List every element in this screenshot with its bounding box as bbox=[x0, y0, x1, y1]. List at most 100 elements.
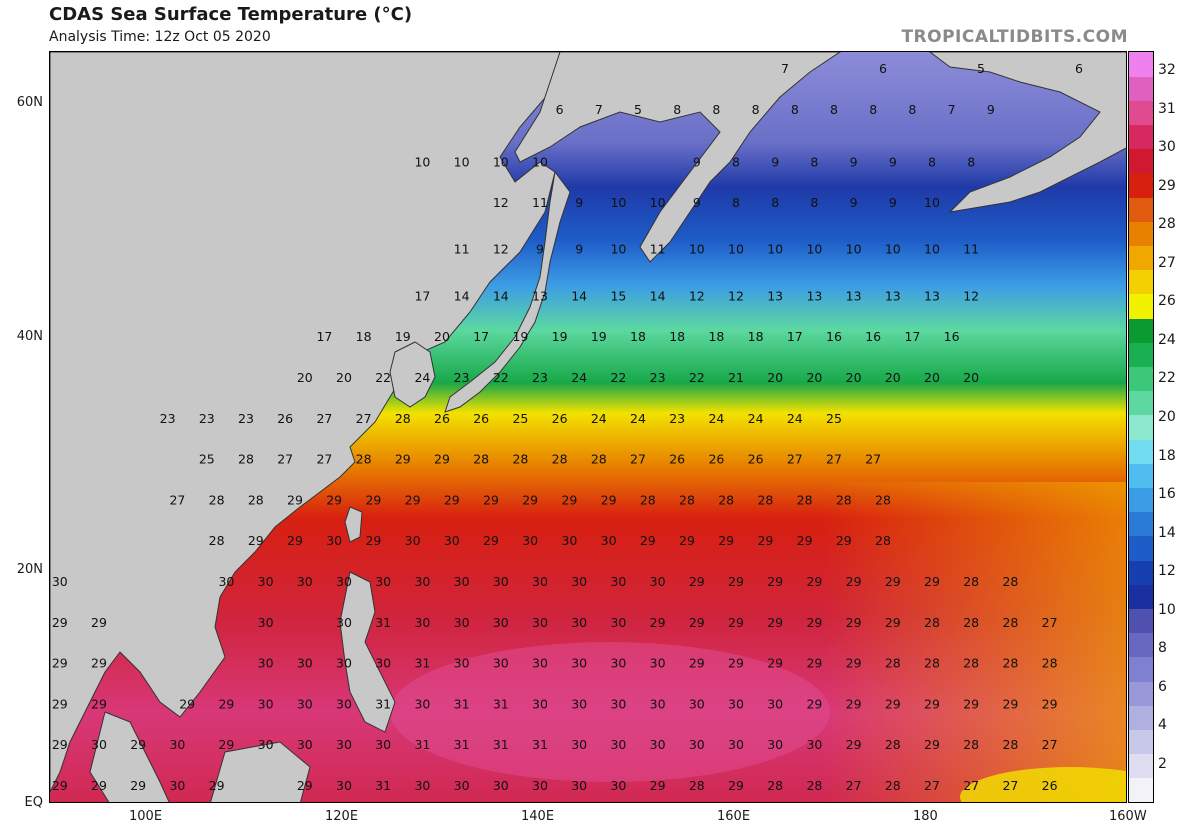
sst-value: 28 bbox=[875, 533, 891, 548]
sst-value: 27 bbox=[846, 778, 862, 793]
sst-value: 30 bbox=[414, 696, 430, 711]
sst-value: 30 bbox=[610, 574, 626, 589]
lat-label: 60N bbox=[16, 95, 43, 111]
sst-value: 27 bbox=[316, 452, 332, 467]
sst-value: 30 bbox=[767, 737, 783, 752]
sst-value: 29 bbox=[179, 696, 195, 711]
sst-value: 30 bbox=[218, 574, 234, 589]
sst-value: 29 bbox=[650, 778, 666, 793]
sst-value: 29 bbox=[52, 615, 68, 630]
color-scale-tick: 18 bbox=[1158, 447, 1176, 464]
sst-value: 31 bbox=[454, 696, 470, 711]
sst-value: 9 bbox=[575, 242, 583, 257]
sst-value: 28 bbox=[718, 492, 734, 507]
lat-label: 40N bbox=[16, 328, 43, 344]
color-scale-tick: 28 bbox=[1158, 216, 1176, 233]
sst-value: 23 bbox=[650, 370, 666, 385]
sst-value: 30 bbox=[493, 615, 509, 630]
sst-value: 8 bbox=[673, 102, 681, 117]
sst-value: 27 bbox=[826, 452, 842, 467]
sst-value: 26 bbox=[1042, 778, 1058, 793]
philippines-islands bbox=[339, 571, 396, 733]
sst-value: 29 bbox=[248, 533, 264, 548]
sst-value: 26 bbox=[748, 452, 764, 467]
sst-value: 30 bbox=[689, 737, 705, 752]
color-scale-segment bbox=[1129, 245, 1153, 271]
sst-value: 18 bbox=[630, 329, 646, 344]
sst-value: 25 bbox=[826, 411, 842, 426]
sst-value: 28 bbox=[797, 492, 813, 507]
color-scale-segment bbox=[1129, 414, 1153, 440]
sst-value: 28 bbox=[689, 778, 705, 793]
color-scale-segment bbox=[1129, 52, 1153, 77]
sst-value: 9 bbox=[693, 195, 701, 210]
sst-value: 28 bbox=[395, 411, 411, 426]
sst-value: 20 bbox=[767, 370, 783, 385]
sst-value: 23 bbox=[669, 411, 685, 426]
sst-value: 25 bbox=[199, 452, 215, 467]
sst-value: 8 bbox=[967, 154, 975, 169]
sst-value: 29 bbox=[561, 492, 577, 507]
sst-value: 22 bbox=[689, 370, 705, 385]
sst-value: 24 bbox=[787, 411, 803, 426]
sst-value: 28 bbox=[591, 452, 607, 467]
asia-landmass bbox=[50, 52, 561, 793]
sst-value: 26 bbox=[277, 411, 293, 426]
sst-value: 12 bbox=[728, 288, 744, 303]
color-scale-segment bbox=[1129, 390, 1153, 416]
sst-value: 31 bbox=[454, 737, 470, 752]
sst-value: 29 bbox=[963, 696, 979, 711]
sst-value: 8 bbox=[810, 195, 818, 210]
korea-peninsula bbox=[389, 341, 436, 408]
sst-value: 29 bbox=[483, 492, 499, 507]
sst-value: 19 bbox=[512, 329, 528, 344]
sst-value: 29 bbox=[91, 656, 107, 671]
sst-value: 29 bbox=[718, 533, 734, 548]
sst-value: 27 bbox=[1002, 778, 1018, 793]
sst-value: 8 bbox=[752, 102, 760, 117]
sst-value: 30 bbox=[297, 737, 313, 752]
sst-value: 27 bbox=[1042, 615, 1058, 630]
sst-value: 31 bbox=[414, 656, 430, 671]
sst-value: 17 bbox=[316, 329, 332, 344]
sst-value: 13 bbox=[806, 288, 822, 303]
sst-value: 22 bbox=[375, 370, 391, 385]
sst-value: 8 bbox=[830, 102, 838, 117]
color-scale-tick: 26 bbox=[1158, 293, 1176, 310]
sst-value: 5 bbox=[634, 102, 642, 117]
sst-value: 28 bbox=[885, 656, 901, 671]
sst-value: 30 bbox=[493, 656, 509, 671]
sst-value: 29 bbox=[650, 615, 666, 630]
sst-value: 10 bbox=[728, 242, 744, 257]
sst-value: 30 bbox=[336, 737, 352, 752]
sst-value: 29 bbox=[130, 778, 146, 793]
borneo-island bbox=[210, 741, 311, 802]
sst-value: 20 bbox=[806, 370, 822, 385]
sst-value: 7 bbox=[948, 102, 956, 117]
sst-value: 29 bbox=[806, 656, 822, 671]
color-scale-segment bbox=[1129, 148, 1153, 174]
sst-value: 30 bbox=[258, 696, 274, 711]
color-scale-tick: 22 bbox=[1158, 370, 1176, 387]
alaska-landmass bbox=[929, 52, 1126, 213]
color-scale-segment bbox=[1129, 560, 1153, 585]
sst-value: 24 bbox=[630, 411, 646, 426]
sst-value: 20 bbox=[297, 370, 313, 385]
sst-value: 29 bbox=[885, 574, 901, 589]
sst-value: 15 bbox=[610, 288, 626, 303]
sst-value: 29 bbox=[767, 615, 783, 630]
sst-value: 29 bbox=[287, 533, 303, 548]
sst-value: 28 bbox=[640, 492, 656, 507]
sst-value: 9 bbox=[987, 102, 995, 117]
sst-value: 29 bbox=[52, 696, 68, 711]
sst-value: 29 bbox=[130, 737, 146, 752]
sst-value: 9 bbox=[889, 195, 897, 210]
sst-value: 29 bbox=[52, 778, 68, 793]
sst-value: 17 bbox=[473, 329, 489, 344]
sst-value: 28 bbox=[963, 615, 979, 630]
sst-value: 8 bbox=[771, 195, 779, 210]
sst-value: 30 bbox=[52, 574, 68, 589]
lon-label: 120E bbox=[325, 809, 359, 824]
sst-value: 28 bbox=[767, 778, 783, 793]
sst-value: 24 bbox=[414, 370, 430, 385]
